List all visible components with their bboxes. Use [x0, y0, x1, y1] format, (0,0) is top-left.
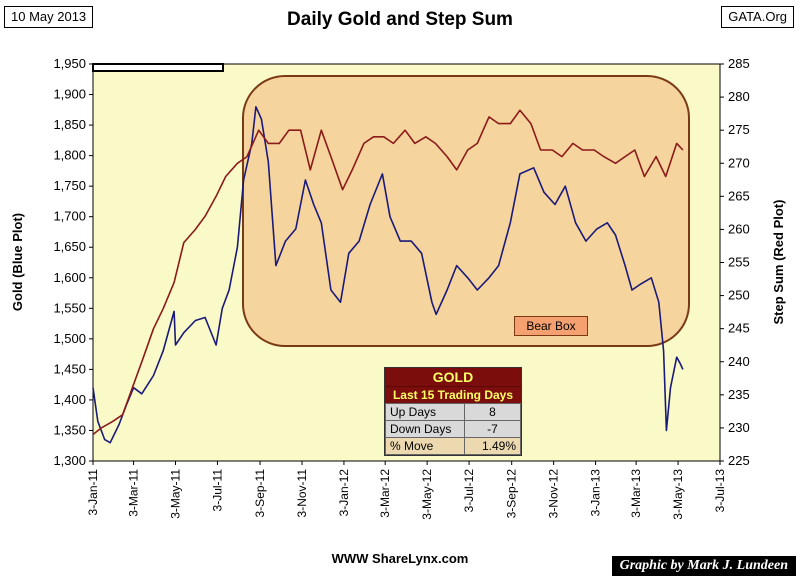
y2-tick-label: 250 [728, 288, 750, 303]
y2-tick-label: 265 [728, 188, 750, 203]
y-tick-label: 1,350 [53, 422, 86, 437]
stats-label: % Move [385, 437, 465, 455]
stats-value: -7 [464, 420, 521, 438]
stats-subtitle: Last 15 Trading Days [385, 386, 521, 403]
x-tick-label: 3-May-13 [671, 469, 685, 520]
bear-box [242, 75, 690, 347]
x-tick-label: 3-Nov-11 [295, 469, 309, 518]
x-tick-label: 3-May-11 [169, 469, 183, 519]
gold-price-line [92, 106, 684, 444]
top-left-marker [92, 63, 224, 72]
x-tick-label: 3-Sep-11 [253, 469, 267, 518]
right-axis-title: Step Sum (Red Plot) [771, 200, 786, 325]
y2-tick-label: 255 [728, 255, 750, 270]
y-tick-label: 1,400 [53, 392, 86, 407]
stats-row-up: Up Days 8 [385, 403, 521, 421]
stats-table: GOLD Last 15 Trading Days Up Days 8 Down… [384, 367, 522, 456]
y2-tick-label: 225 [728, 453, 750, 468]
x-tick-label: 3-Jul-11 [210, 469, 224, 512]
stats-title: GOLD [385, 368, 521, 386]
stats-value: 1.49% [464, 437, 521, 455]
credit-label: Graphic by Mark J. Lundeen [611, 556, 796, 576]
x-tick-label: 3-Nov-12 [547, 469, 561, 519]
y2-tick-label: 285 [728, 56, 750, 71]
y-tick-label: 1,950 [53, 56, 86, 71]
stats-row-move: % Move 1.49% [385, 437, 521, 455]
stats-rows: Up Days 8 Down Days -7 % Move 1.49% [385, 403, 521, 455]
x-tick-label: 3-Jul-13 [713, 469, 727, 513]
x-tick-label: 3-Mar-12 [378, 469, 392, 518]
step-sum-line [92, 109, 684, 436]
series-lines [92, 106, 684, 444]
stats-label: Up Days [385, 403, 465, 421]
x-axis-ticks: 3-Jan-11 3-Mar-11 3-May-11 3-Jul-11 3-Sep-11… [86, 461, 727, 520]
x-tick-label: 3-Jan-13 [589, 469, 603, 517]
x-tick-label: 3-Mar-13 [629, 469, 643, 518]
y-tick-label: 1,750 [53, 178, 86, 193]
y-tick-label: 1,700 [53, 209, 86, 224]
y-tick-label: 1,800 [53, 148, 86, 163]
y2-tick-label: 280 [728, 89, 750, 104]
chart-title: Daily Gold and Step Sum [287, 9, 513, 30]
y2-tick-label: 275 [728, 122, 750, 137]
y-tick-label: 1,500 [53, 331, 86, 346]
bear-box-label: Bear Box [514, 316, 588, 336]
stats-label: Down Days [385, 420, 465, 438]
y2-tick-label: 245 [728, 321, 750, 336]
source-label: WWW ShareLynx.com [331, 551, 469, 566]
y-tick-label: 1,600 [53, 270, 86, 285]
x-tick-label: 3-Sep-12 [505, 469, 519, 519]
y-tick-label: 1,900 [53, 87, 86, 102]
y2-tick-label: 235 [728, 387, 750, 402]
x-tick-label: 3-Jan-12 [337, 469, 351, 517]
stats-row-down: Down Days -7 [385, 420, 521, 438]
y2-tick-label: 230 [728, 420, 750, 435]
x-tick-label: 3-Mar-11 [127, 469, 141, 517]
x-tick-label: 3-May-12 [420, 469, 434, 520]
right-axis-ticks: 225 230 235 240 245 250 255 260 265 270 275 280 285 [720, 56, 750, 468]
y2-tick-label: 270 [728, 155, 750, 170]
y-tick-label: 1,850 [53, 117, 86, 132]
y-tick-label: 1,550 [53, 300, 86, 315]
y2-tick-label: 260 [728, 221, 750, 236]
x-tick-label: 3-Jan-11 [86, 469, 100, 516]
x-tick-label: 3-Jul-12 [462, 469, 476, 513]
left-axis-title: Gold (Blue Plot) [10, 213, 25, 311]
stats-value: 8 [464, 403, 521, 421]
date-box: 10 May 2013 [4, 6, 94, 28]
left-axis-ticks: 1,300 1,350 1,400 1,450 1,500 1,550 1,600 1,650… [53, 56, 93, 468]
y-tick-label: 1,650 [53, 239, 86, 254]
y2-tick-label: 240 [728, 354, 750, 369]
site-box: GATA.Org [721, 6, 794, 28]
y-tick-label: 1,450 [53, 361, 86, 376]
y-tick-label: 1,300 [53, 453, 86, 468]
